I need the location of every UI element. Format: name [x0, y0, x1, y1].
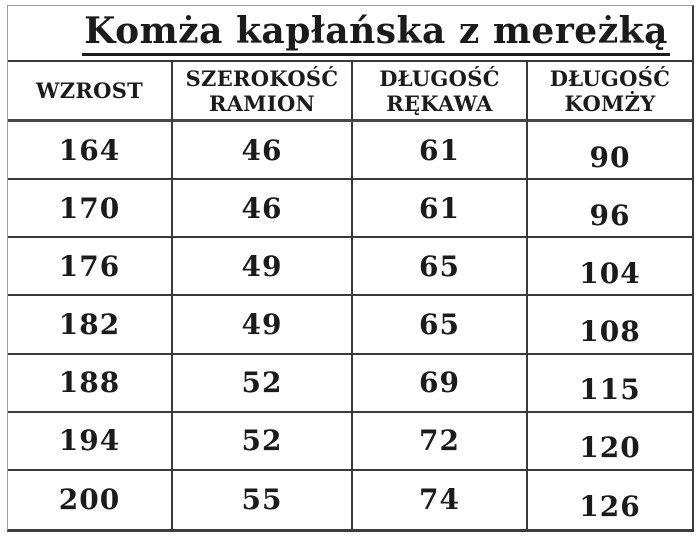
cell-value: 49 [241, 307, 283, 341]
table-cell: 61 [353, 180, 528, 239]
cell-value: 182 [58, 307, 121, 341]
cell-value: 46 [241, 191, 283, 225]
page-title: Komża kapłańska z mereżką [82, 10, 670, 56]
cell-value: 170 [58, 191, 121, 225]
table-cell: 74 [353, 470, 528, 529]
table-cell: 104 [528, 238, 692, 297]
cell-value: 61 [419, 133, 460, 167]
cell-value: 108 [579, 314, 641, 348]
cell-value: 200 [58, 483, 121, 517]
table-cell: 65 [353, 238, 528, 297]
table-cell: 46 [173, 180, 353, 239]
cell-value: 74 [419, 483, 460, 517]
table-cell: 55 [173, 470, 353, 529]
cell-value: 120 [579, 431, 641, 465]
cell-value: 72 [419, 424, 460, 458]
table-cell: 72 [353, 412, 528, 471]
table-cell: 176 [8, 238, 173, 297]
table-cell: 200 [8, 470, 173, 529]
cell-value: 188 [58, 366, 121, 400]
table-cell: 194 [8, 412, 173, 471]
table-cell: 49 [173, 296, 353, 355]
table-cell: 120 [528, 413, 692, 471]
cell-value: 164 [58, 133, 121, 167]
cell-value: 61 [419, 191, 460, 225]
cell-value: 52 [241, 424, 283, 458]
table-cell: 188 [8, 354, 173, 413]
table-cell: 49 [173, 238, 353, 297]
title-row: Komża kapłańska z mereżką [8, 6, 692, 62]
cell-value: 104 [579, 256, 641, 290]
column-header-wzrost: WZROST [8, 62, 173, 122]
table-cell: 96 [528, 180, 692, 239]
cell-value: 194 [58, 424, 121, 458]
table-cell: 69 [353, 354, 528, 413]
cell-value: 46 [241, 133, 283, 167]
table-cell: 164 [8, 122, 173, 181]
table-cell: 126 [528, 471, 692, 529]
cell-value: 69 [419, 366, 460, 400]
table-cell: 52 [173, 412, 353, 471]
table-cell: 115 [528, 355, 692, 413]
cell-value: 90 [589, 140, 631, 174]
cell-value: 126 [579, 490, 641, 524]
cell-value: 49 [241, 249, 283, 283]
table-cell: 46 [173, 122, 353, 181]
cell-value: 55 [241, 483, 283, 517]
column-header-szerokosc-ramion: SZEROKOŚĆ RAMION [173, 62, 353, 122]
size-chart-table: Komża kapłańska z mereżką WZROST SZEROKO… [7, 5, 694, 532]
table-cell: 61 [353, 122, 528, 181]
cell-value: 115 [579, 373, 641, 407]
cell-value: 176 [58, 249, 121, 283]
cell-value: 52 [241, 366, 283, 400]
table-cell: 170 [8, 180, 173, 239]
column-header-dlugosc-rekawa: DŁUGOŚĆ RĘKAWA [353, 62, 528, 122]
table-cell: 52 [173, 354, 353, 413]
table-cell: 65 [353, 296, 528, 355]
cell-value: 96 [589, 198, 631, 232]
table-cell: 108 [528, 296, 692, 355]
cell-value: 65 [419, 249, 460, 283]
column-header-dlugosc-komzy: DŁUGOŚĆ KOMŻY [528, 62, 692, 122]
table-cell: 90 [528, 122, 692, 181]
table-cell: 182 [8, 296, 173, 355]
cell-value: 65 [419, 307, 460, 341]
